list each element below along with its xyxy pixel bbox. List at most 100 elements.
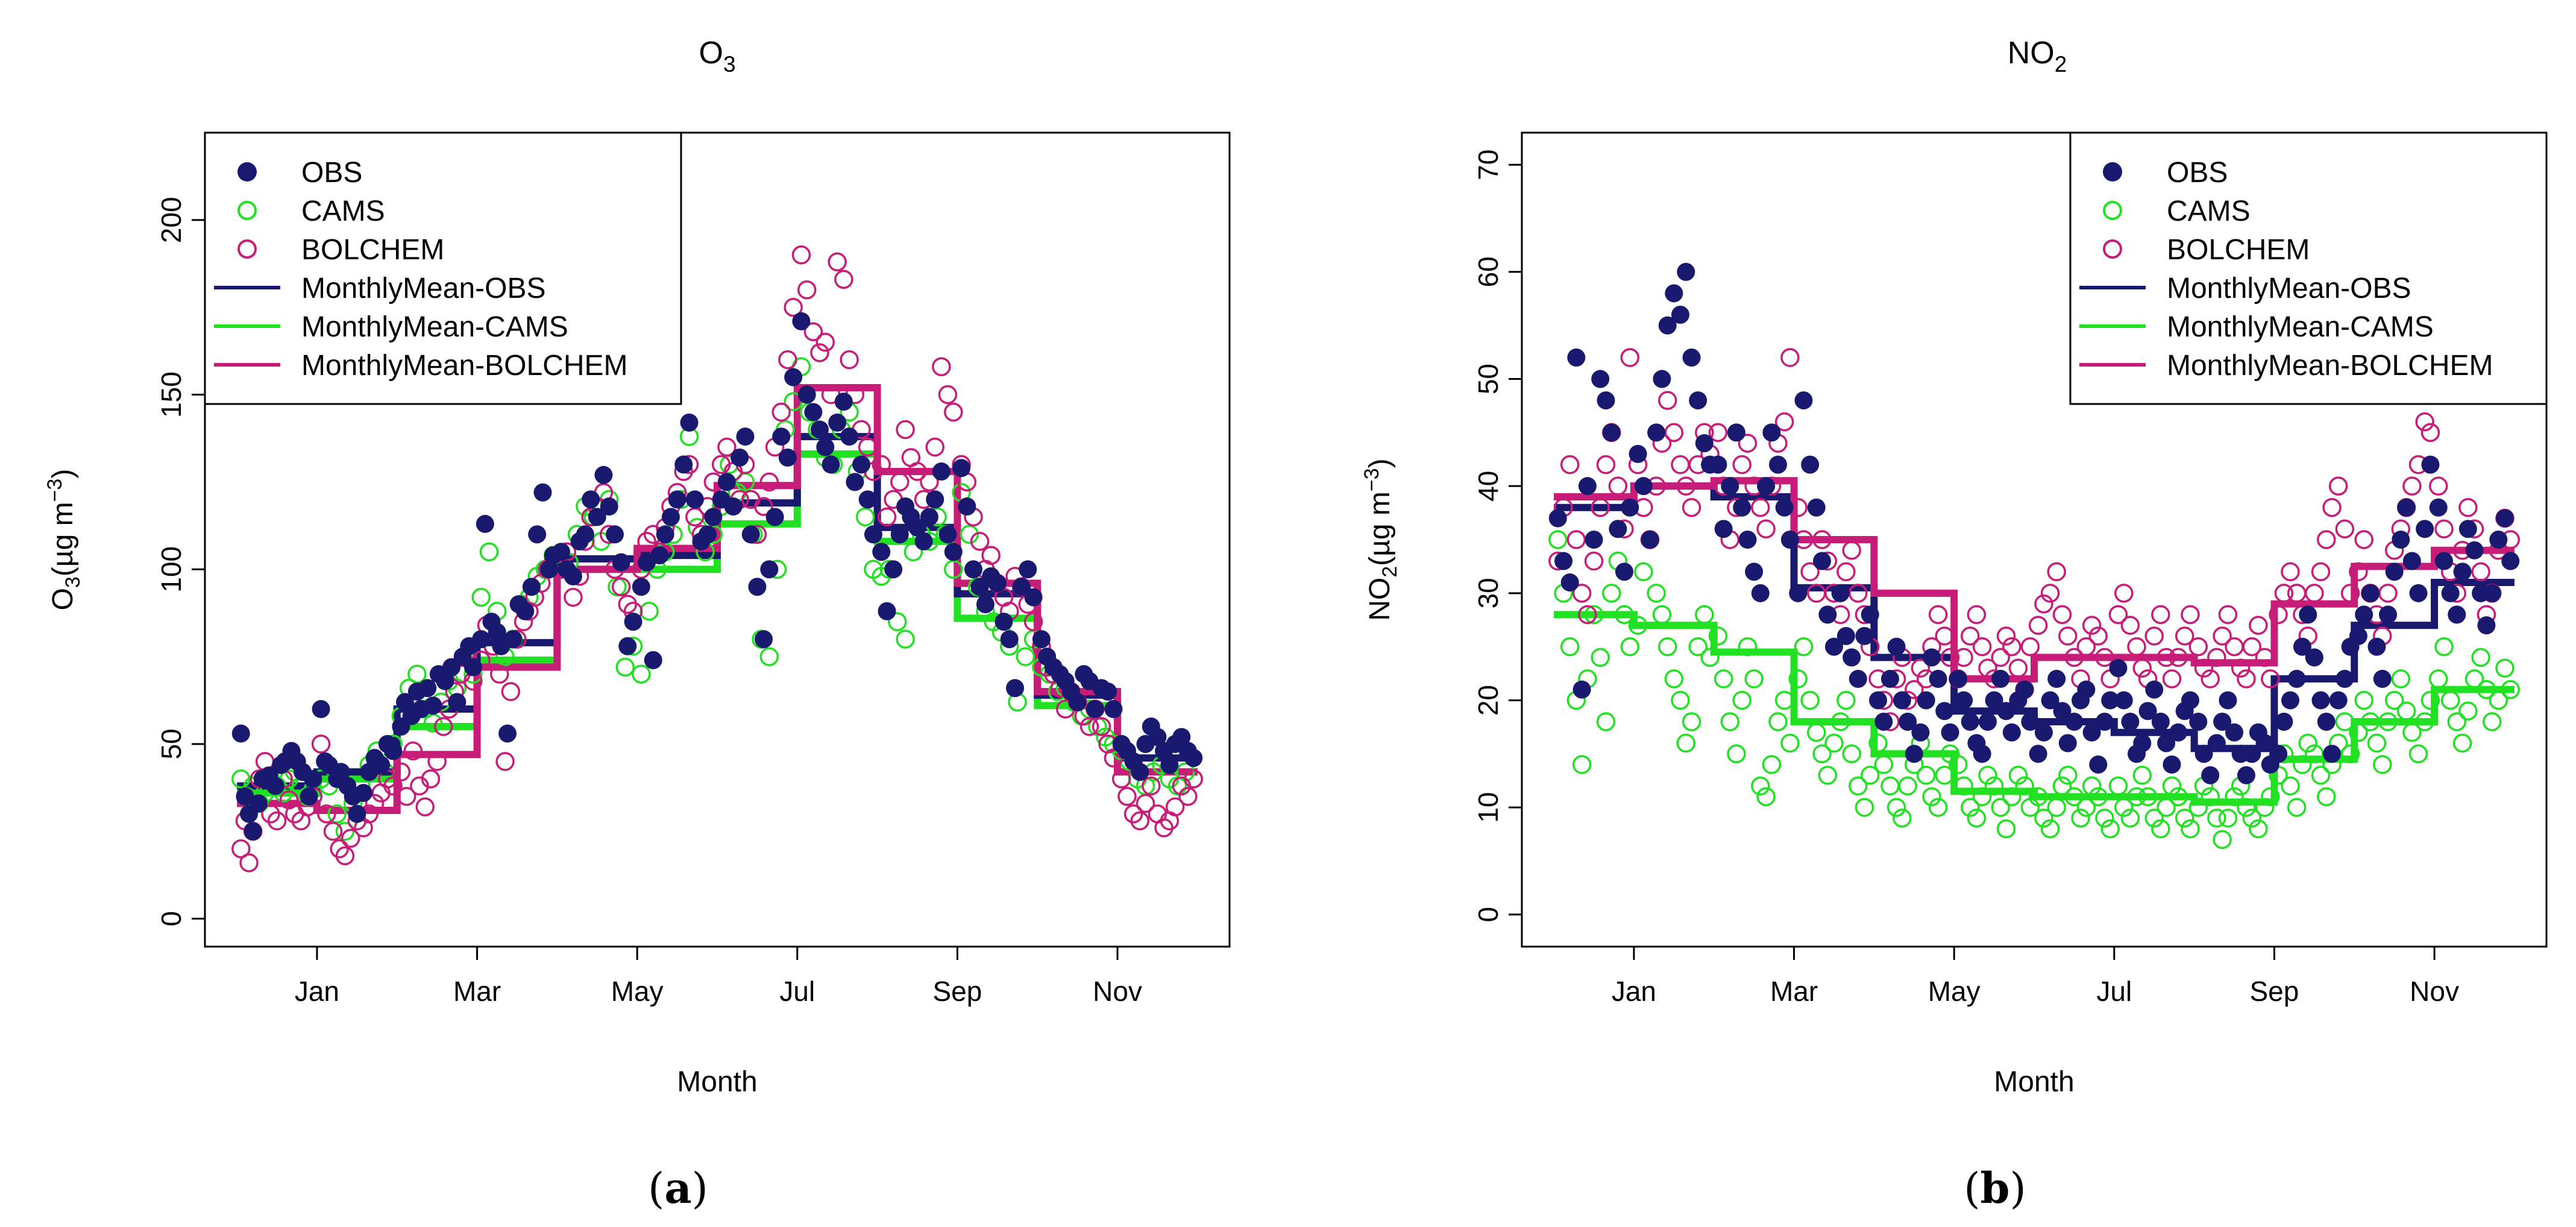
point-obs [1818, 605, 1837, 624]
point-obs [2458, 520, 2477, 538]
point-cams [1898, 776, 1917, 796]
point-bolchem [1940, 648, 1960, 667]
point-cams [2440, 690, 2460, 710]
point-cams [888, 612, 907, 631]
point-obs [618, 637, 637, 655]
point-cams [2114, 798, 2134, 817]
point-bolchem [2127, 637, 2146, 657]
point-bolchem [1800, 562, 1820, 582]
point-bolchem [1584, 551, 1604, 571]
point-cams [2127, 787, 2146, 807]
point-obs [2095, 712, 2114, 731]
point-bolchem [2335, 519, 2355, 538]
legend-marker-cams [2103, 201, 2122, 220]
point-cams [2100, 819, 2120, 839]
point-obs [2213, 712, 2232, 731]
point-bolchem [2008, 658, 2028, 678]
point-cams [1967, 809, 1987, 828]
point-cams [2034, 809, 2053, 828]
x-tick-label: Sep [2250, 976, 2299, 1007]
point-obs [448, 693, 467, 711]
point-obs [1997, 702, 2015, 721]
point-obs [2089, 755, 2108, 774]
point-obs [741, 525, 760, 544]
point-obs [236, 787, 254, 806]
point-cams [1978, 766, 1997, 785]
point-obs [2483, 584, 2501, 602]
point-cams [1886, 798, 1906, 817]
point-cams [1700, 648, 1720, 667]
point-cams [1591, 648, 1610, 667]
point-obs [2349, 626, 2367, 645]
chart-title-no2: NO2 [2008, 36, 2067, 77]
point-obs [576, 525, 594, 544]
point-obs [354, 784, 372, 803]
point-obs [811, 420, 829, 439]
point-obs [2275, 712, 2293, 731]
point-obs [2053, 702, 2072, 721]
point-cams [1615, 605, 1634, 625]
point-bolchem [1123, 804, 1143, 824]
point-cams [2138, 787, 2158, 807]
point-obs [1647, 423, 1666, 442]
point-cams [327, 804, 347, 824]
point-cams [2076, 798, 2096, 817]
point-obs [1923, 648, 1941, 667]
point-bolchem [1774, 412, 1794, 432]
point-cams [1849, 776, 1868, 796]
point-cams [1800, 690, 1820, 710]
point-bolchem [415, 797, 435, 816]
point-obs [908, 518, 927, 537]
point-cams [1991, 798, 2010, 817]
point-cams [1584, 605, 1604, 625]
point-cams [2213, 830, 2232, 850]
point-obs [1769, 455, 1787, 474]
point-cams [1647, 584, 1666, 603]
point-obs [944, 543, 963, 561]
point-obs [2151, 712, 2170, 731]
point-bolchem [759, 472, 779, 492]
point-bolchem [2034, 594, 2053, 614]
point-obs [1794, 391, 1813, 410]
point-cams [2396, 701, 2416, 721]
point-obs [821, 455, 840, 474]
point-bolchem [403, 741, 423, 761]
point-obs [724, 497, 743, 516]
point-obs [2435, 552, 2453, 570]
legend-label: MonthlyMean-CAMS [2167, 311, 2434, 343]
point-obs [528, 525, 547, 544]
point-obs [834, 393, 853, 411]
point-obs [958, 497, 976, 516]
point-obs [1738, 531, 1757, 549]
point-bolchem [2402, 476, 2422, 496]
point-cams [2071, 809, 2090, 828]
point-obs [266, 777, 284, 795]
point-bolchem [1972, 637, 1992, 657]
point-cams [2305, 744, 2324, 764]
point-bolchem [908, 462, 927, 481]
point-obs [755, 630, 773, 649]
point-cams [2175, 809, 2194, 828]
point-obs [372, 755, 391, 774]
point-obs [1991, 669, 2010, 688]
point-obs [312, 700, 330, 719]
point-obs [736, 427, 755, 446]
point-obs [1949, 669, 1967, 688]
point-obs [540, 560, 559, 579]
point-obs [784, 368, 803, 386]
point-bolchem [2218, 605, 2238, 625]
y-tick-label: 200 [156, 197, 187, 243]
point-obs [2373, 669, 2392, 688]
point-obs [2317, 712, 2336, 731]
point-cams [1807, 722, 1826, 742]
point-obs [1641, 531, 1659, 549]
point-obs [890, 525, 909, 544]
point-bolchem [1780, 348, 1800, 367]
point-obs [1869, 691, 1888, 710]
point-cams [1727, 744, 1746, 764]
point-bolchem [2082, 616, 2102, 635]
y-tick-label: 100 [156, 546, 187, 593]
point-obs [1695, 434, 1714, 453]
point-cams [2335, 712, 2355, 731]
point-obs [1985, 691, 2003, 710]
